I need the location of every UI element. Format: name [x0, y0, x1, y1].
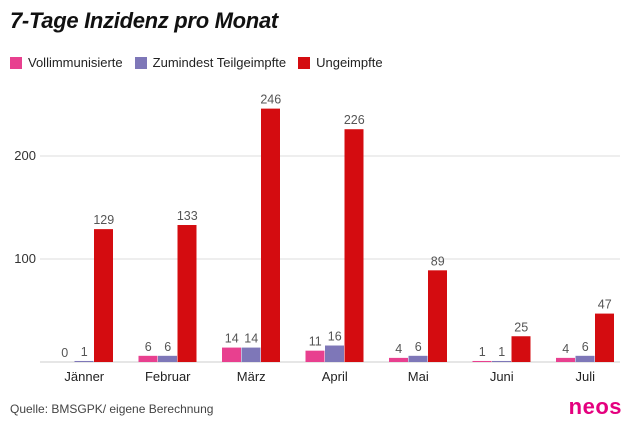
data-label-februar-1: 6 — [164, 340, 171, 354]
bar-april-2 — [344, 129, 364, 362]
x-tick-label-februar: Februar — [145, 369, 191, 384]
legend-swatch-ungeimpfte — [298, 56, 311, 69]
bar-juni-0 — [472, 360, 492, 362]
bar-märz-1 — [241, 347, 261, 362]
bar-mai-0 — [389, 357, 408, 362]
data-label-märz-1: 14 — [244, 332, 258, 346]
data-label-jänner-2: 129 — [93, 213, 114, 227]
bar-märz-2 — [261, 108, 280, 363]
x-tick-label-juli: Juli — [575, 369, 595, 384]
source-note: Quelle: BMSGPK/ eigene Berechnung — [10, 402, 214, 416]
data-label-juli-2: 47 — [598, 298, 612, 312]
bar-mai-2 — [428, 270, 447, 362]
bar-jänner-1 — [74, 360, 94, 362]
legend-label-vollimmunisierte: Vollimmunisierte — [28, 55, 123, 70]
bar-april-1 — [325, 345, 344, 362]
bar-februar-2 — [177, 225, 197, 362]
bar-märz-0 — [222, 347, 241, 362]
data-label-februar-0: 6 — [145, 340, 152, 354]
data-label-februar-2: 133 — [177, 209, 198, 223]
data-label-juni-1: 1 — [498, 345, 505, 359]
x-tick-label-juni: Juni — [490, 369, 514, 384]
legend-label-teilgeimpfte: Zumindest Teilgeimpfte — [152, 55, 287, 70]
y-tick-label-100: 100 — [14, 251, 36, 266]
data-label-jänner-1: 1 — [81, 345, 88, 359]
bar-juli-1 — [575, 355, 595, 362]
data-label-april-0: 11 — [309, 335, 322, 349]
bar-mai-1 — [408, 355, 428, 362]
legend: Vollimmunisierte Zumindest Teilgeimpfte … — [10, 55, 395, 70]
legend-item-vollimmunisierte: Vollimmunisierte — [10, 55, 123, 70]
y-tick-label-200: 200 — [14, 148, 36, 163]
data-label-märz-2: 246 — [260, 93, 281, 107]
data-label-juni-0: 1 — [479, 345, 486, 359]
data-label-mai-0: 4 — [395, 342, 402, 356]
legend-item-teilgeimpfte: Zumindest Teilgeimpfte — [134, 55, 287, 70]
data-label-märz-0: 14 — [225, 332, 239, 346]
legend-label-ungeimpfte: Ungeimpfte — [316, 55, 383, 70]
data-label-mai-1: 6 — [415, 340, 422, 354]
bar-juni-1 — [492, 360, 511, 362]
bar-februar-0 — [138, 355, 158, 362]
bar-juni-2 — [511, 336, 531, 362]
x-tick-label-jänner: Jänner — [64, 369, 104, 384]
x-tick-label-märz: März — [237, 369, 266, 384]
legend-item-ungeimpfte: Ungeimpfte — [298, 55, 383, 70]
bar-juli-0 — [556, 357, 575, 362]
legend-swatch-teilgeimpfte — [134, 56, 147, 69]
data-label-juli-1: 6 — [582, 340, 589, 354]
bar-juli-2 — [595, 313, 614, 362]
data-label-jänner-0: 0 — [61, 346, 68, 360]
data-label-juni-2: 25 — [514, 320, 528, 334]
legend-swatch-vollimmunisierte — [10, 56, 22, 69]
data-label-april-2: 226 — [344, 113, 365, 127]
data-label-mai-2: 89 — [431, 254, 445, 268]
x-tick-label-april: April — [322, 369, 348, 384]
neos-logo: neos — [568, 394, 622, 419]
bar-april-0 — [305, 350, 325, 362]
bar-februar-1 — [158, 355, 177, 362]
data-label-april-1: 16 — [328, 330, 342, 344]
x-tick-label-mai: Mai — [408, 369, 429, 384]
bar-jänner-2 — [94, 229, 113, 362]
data-label-juli-0: 4 — [562, 342, 569, 356]
chart-title: 7-Tage Inzidenz pro Monat — [10, 8, 278, 33]
